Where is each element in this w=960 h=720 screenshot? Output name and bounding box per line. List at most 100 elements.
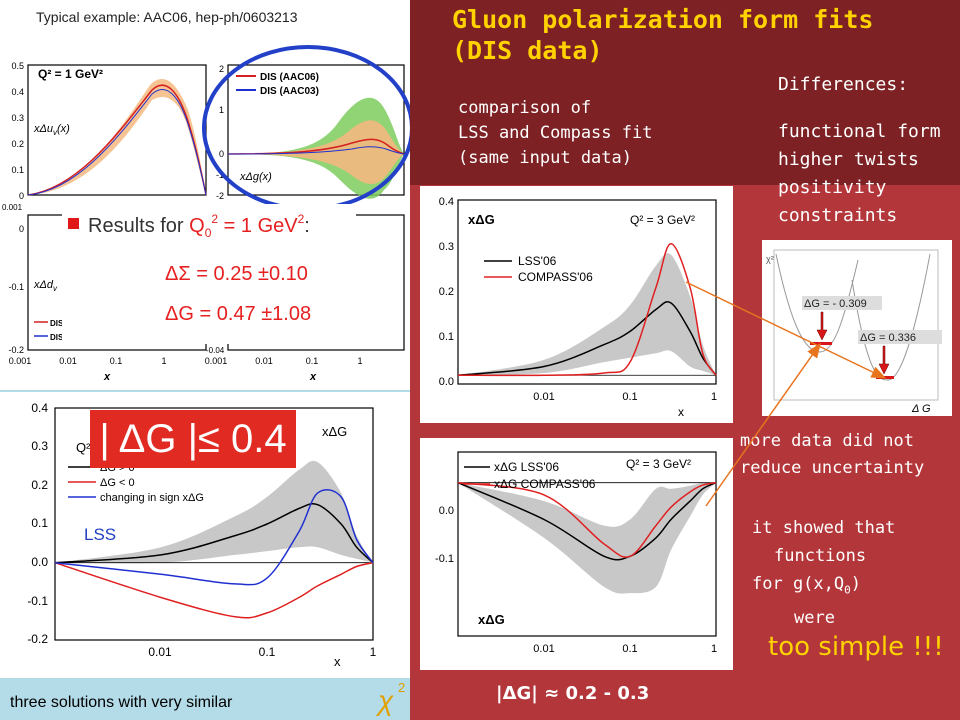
svg-text:0.0: 0.0 xyxy=(439,505,454,517)
legend-lss: LSS'06 xyxy=(518,254,557,268)
svg-text:-1: -1 xyxy=(216,170,224,180)
legend-compass: xΔG COMPASS'06 xyxy=(494,477,596,491)
svg-text:0.2: 0.2 xyxy=(31,478,48,492)
xduv-line-aac06 xyxy=(27,84,207,196)
compass-top-xlabel: x xyxy=(678,405,684,419)
compass-bottom-frame xyxy=(457,451,717,637)
note-line: functions xyxy=(774,546,867,566)
series-line-0 xyxy=(457,482,717,561)
series-line-1 xyxy=(54,561,374,619)
compass-bottom-q2: Q² = 3 GeV² xyxy=(626,457,691,471)
svg-text:1: 1 xyxy=(219,105,224,115)
differences-heading: Differences: xyxy=(778,74,909,95)
results-title: Results for Q02 = 1 GeV2: xyxy=(88,212,310,240)
svg-text:-2: -2 xyxy=(216,191,224,201)
svg-text:1: 1 xyxy=(370,645,377,659)
chi2-inset: χ² ΔG = - 0.309 ΔG = 0.336 Δ G xyxy=(762,240,952,416)
svg-text:0.3: 0.3 xyxy=(11,113,24,123)
legend-fragment: DIS xyxy=(50,319,64,328)
ytick-bottom-right: -0.04 xyxy=(206,346,225,355)
legend-lss: xΔG LSS'06 xyxy=(494,460,559,474)
aac06-panel: Typical example: AAC06, hep-ph/0603213 Q… xyxy=(0,0,410,390)
svg-text:-0.1: -0.1 xyxy=(435,553,454,565)
svg-text:0.01: 0.01 xyxy=(255,356,273,366)
chi2-xlabel: Δ G xyxy=(911,403,931,415)
bottom-caption-bar xyxy=(0,678,410,720)
delta-g-range: |ΔG| ≈ 0.2 - 0.3 xyxy=(496,683,650,704)
note-text: for g(x,Q xyxy=(752,574,845,594)
uncertainty-band xyxy=(458,253,716,376)
lss-min-marker xyxy=(876,376,894,379)
x-axis-label: x xyxy=(309,371,317,383)
chi2-superscript: 2 xyxy=(398,680,405,695)
xdg-line-aac06 xyxy=(227,138,405,155)
bound-box xyxy=(90,410,296,468)
svg-text:0.3: 0.3 xyxy=(439,241,454,253)
chi2-symbol: χ xyxy=(375,685,394,716)
xduv-label: xΔuv(x) xyxy=(33,123,70,137)
lss-chi2-annotation: ΔG = 0.336 xyxy=(860,332,916,344)
xticks-aac: 0.001 0.01 0.1 1 0.001 0.01 0.1 1 xyxy=(9,356,363,366)
result-delta-g: ΔG = 0.47 ±1.08 xyxy=(165,303,311,325)
svg-text:1: 1 xyxy=(161,356,166,366)
lss-plot-marks xyxy=(54,460,374,619)
slide-title: Gluon polarization form fits (DIS data) xyxy=(452,5,874,65)
svg-text:0.4: 0.4 xyxy=(31,401,48,415)
compass-bottom-var-label: xΔG xyxy=(478,612,505,627)
svg-text:2: 2 xyxy=(219,64,224,74)
legend-aac03: DIS (AAC03) xyxy=(260,86,319,97)
svg-text:0.1: 0.1 xyxy=(622,391,637,403)
x-axis-label: x xyxy=(103,371,111,383)
svg-text:0.4: 0.4 xyxy=(11,87,24,97)
svg-text:0.0: 0.0 xyxy=(31,555,48,569)
aac-header: Typical example: AAC06, hep-ph/0603213 xyxy=(36,9,298,25)
difference-item: higher twists xyxy=(778,149,919,170)
svg-text:0.2: 0.2 xyxy=(439,286,454,298)
svg-text:0.1: 0.1 xyxy=(11,165,24,175)
chi2-ylabel: χ² xyxy=(766,254,774,264)
lss-tag: LSS xyxy=(84,525,116,544)
note-subscript: 0 xyxy=(844,583,851,597)
svg-text:0.01: 0.01 xyxy=(148,645,172,659)
compass-bottom-yticks: 0.0 -0.1 xyxy=(435,505,454,565)
svg-text:1: 1 xyxy=(711,391,717,403)
svg-text:0.1: 0.1 xyxy=(259,645,276,659)
differences-list: functional form higher twists positivity… xyxy=(778,118,941,230)
legend-sign-change: changing in sign xΔG xyxy=(100,492,204,504)
xduv-line-aac03 xyxy=(27,89,207,196)
lss-xlabel: x xyxy=(334,654,341,669)
legend-negative: ΔG < 0 xyxy=(100,477,135,489)
svg-text:0.5: 0.5 xyxy=(11,61,24,71)
bottom-caption: three solutions with very similar xyxy=(10,694,233,711)
lss-plot: Q² = 3 GeV² xΔG 0.4 0.3 0.2 0.1 0.0 -0.1… xyxy=(0,392,410,720)
svg-text:1: 1 xyxy=(357,356,362,366)
svg-text:0.01: 0.01 xyxy=(533,643,554,655)
compass-bottom-xticks: 0.01 0.1 1 xyxy=(533,643,717,655)
svg-text:-0.1: -0.1 xyxy=(27,594,48,608)
svg-text:-0.2: -0.2 xyxy=(8,345,24,355)
svg-text:0.3: 0.3 xyxy=(31,439,48,453)
comparison-subtitle: comparison of LSS and Compass fit (same … xyxy=(458,98,653,168)
compass-top-yticks: 0.4 0.3 0.2 0.1 0.0 xyxy=(439,196,454,388)
compass-min-marker xyxy=(810,342,832,345)
svg-text:1: 1 xyxy=(711,643,717,655)
note-text: ) xyxy=(850,574,861,594)
svg-text:0: 0 xyxy=(19,224,24,234)
svg-text:-0.1: -0.1 xyxy=(8,282,24,292)
xdg-label: xΔg(x) xyxy=(239,171,272,183)
ytick-0-001: 0.001 xyxy=(2,203,23,212)
svg-text:0.1: 0.1 xyxy=(622,643,637,655)
compass-top-var-label: xΔG xyxy=(468,212,495,227)
series-line-1 xyxy=(457,481,717,558)
note-line: for g(x,Q0) xyxy=(752,570,895,604)
difference-item: functional form xyxy=(778,121,941,142)
svg-text:0.1: 0.1 xyxy=(31,516,48,530)
results-bullet xyxy=(68,218,79,229)
plot-frame-xdg xyxy=(227,64,405,196)
svg-text:0: 0 xyxy=(19,191,24,201)
svg-text:0.1: 0.1 xyxy=(110,356,123,366)
svg-text:0.001: 0.001 xyxy=(9,356,32,366)
note-line: it showed that xyxy=(752,518,896,538)
result-delta-sigma: ΔΣ = 0.25 ±0.10 xyxy=(165,263,308,285)
xdg-line-aac03 xyxy=(227,146,405,155)
